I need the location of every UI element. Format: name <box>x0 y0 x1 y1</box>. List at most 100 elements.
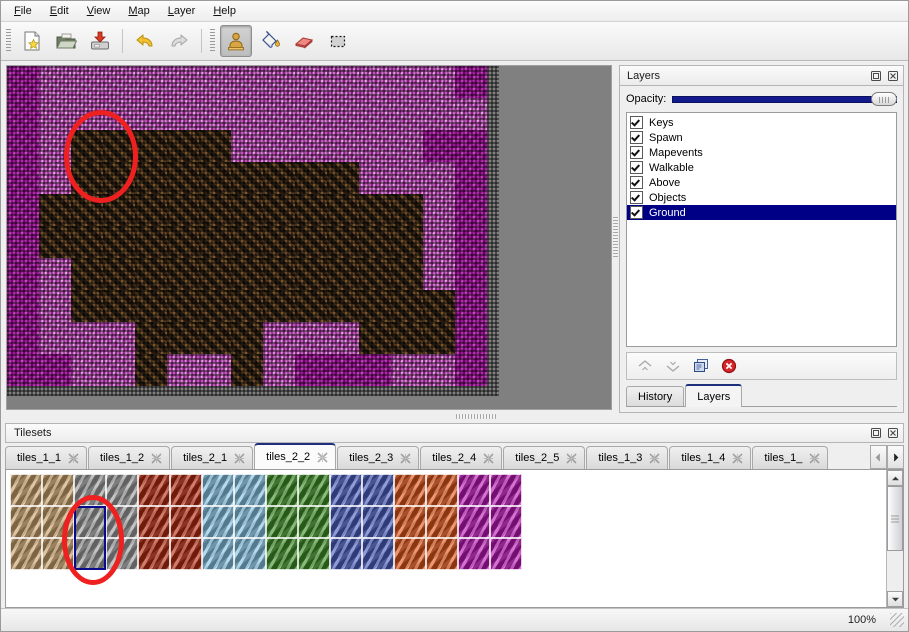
tileset-tile[interactable] <box>266 570 298 602</box>
map-tile[interactable] <box>167 98 199 130</box>
layer-visibility-checkbox[interactable] <box>630 116 643 129</box>
tileset-tab-tiles_2_2[interactable]: tiles_2_2 <box>254 443 337 469</box>
map-tile[interactable] <box>199 290 231 322</box>
tileset-tab-tiles_1_1[interactable]: tiles_1_1 <box>5 446 88 469</box>
new-map-button[interactable] <box>16 25 48 57</box>
tileset-tile[interactable] <box>298 506 330 538</box>
map-tile[interactable] <box>71 226 103 258</box>
tileset-tile[interactable] <box>394 474 426 506</box>
map-tile[interactable] <box>199 162 231 194</box>
map-tile[interactable] <box>359 130 391 162</box>
tileset-tile[interactable] <box>362 474 394 506</box>
map-tile[interactable] <box>391 194 423 226</box>
tileset-tabs-scroll-right-button[interactable] <box>887 445 904 469</box>
tileset-tile[interactable] <box>330 570 362 602</box>
map-tile[interactable] <box>167 226 199 258</box>
map-tile[interactable] <box>39 162 71 194</box>
tileset-tile[interactable] <box>74 506 106 538</box>
tileset-tile[interactable] <box>362 570 394 602</box>
layer-list-item[interactable]: Walkable <box>627 160 896 175</box>
map-tile[interactable] <box>423 194 455 226</box>
tab-close-icon[interactable] <box>317 451 328 463</box>
tileset-vertical-scrollbar[interactable] <box>886 470 903 607</box>
map-tile[interactable] <box>135 290 167 322</box>
tileset-tile[interactable] <box>362 538 394 570</box>
map-tile[interactable] <box>263 194 295 226</box>
map-tile[interactable] <box>391 98 423 130</box>
map-tile[interactable] <box>423 226 455 258</box>
map-tile[interactable] <box>199 226 231 258</box>
map-tile[interactable] <box>231 354 263 386</box>
tileset-tile[interactable] <box>10 570 42 602</box>
map-tile[interactable] <box>103 322 135 354</box>
map-tile[interactable] <box>167 322 199 354</box>
tileset-scroll-thumb[interactable] <box>887 486 903 552</box>
tileset-tile[interactable] <box>490 570 522 602</box>
tileset-tile[interactable] <box>138 538 170 570</box>
tileset-tile[interactable] <box>330 538 362 570</box>
stamp-tool-button[interactable] <box>220 25 252 57</box>
menu-item-file[interactable]: File <box>5 3 41 20</box>
layer-visibility-checkbox[interactable] <box>630 176 643 189</box>
map-tile[interactable] <box>39 98 71 130</box>
tileset-tile[interactable] <box>458 570 490 602</box>
map-tile[interactable] <box>135 66 167 98</box>
map-tile[interactable] <box>135 162 167 194</box>
tileset-tile[interactable] <box>234 474 266 506</box>
redo-button[interactable] <box>163 25 195 57</box>
layer-list-item[interactable]: Keys <box>627 115 896 130</box>
map-tile[interactable] <box>7 226 39 258</box>
map-tile[interactable] <box>167 290 199 322</box>
layer-visibility-checkbox[interactable] <box>630 161 643 174</box>
tab-close-icon[interactable] <box>649 452 660 464</box>
tab-close-icon[interactable] <box>732 452 743 464</box>
layers-close-button[interactable] <box>886 69 900 83</box>
map-tile[interactable] <box>103 258 135 290</box>
map-tile[interactable] <box>199 258 231 290</box>
tileset-tile[interactable] <box>330 506 362 538</box>
tileset-tile[interactable] <box>42 570 74 602</box>
menu-item-layer[interactable]: Layer <box>159 3 205 20</box>
tileset-tile[interactable] <box>426 506 458 538</box>
map-tile[interactable] <box>39 130 71 162</box>
duplicate-layer-button[interactable] <box>689 355 713 377</box>
map-tile[interactable] <box>455 98 487 130</box>
map-tile[interactable] <box>359 66 391 98</box>
layers-float-button[interactable] <box>869 69 883 83</box>
map-tile[interactable] <box>167 194 199 226</box>
map-tile[interactable] <box>263 354 295 386</box>
tileset-tile[interactable] <box>458 474 490 506</box>
layer-visibility-checkbox[interactable] <box>630 146 643 159</box>
tileset-tile[interactable] <box>202 506 234 538</box>
save-map-button[interactable] <box>84 25 116 57</box>
map-tile[interactable] <box>455 226 487 258</box>
tileset-tile[interactable] <box>490 538 522 570</box>
opacity-slider-thumb[interactable] <box>871 92 897 106</box>
map-tile[interactable] <box>263 162 295 194</box>
map-tile[interactable] <box>231 258 263 290</box>
tab-close-icon[interactable] <box>809 452 820 464</box>
select-tool-button[interactable] <box>322 25 354 57</box>
map-tile[interactable] <box>263 258 295 290</box>
map-tile[interactable] <box>327 258 359 290</box>
map-tile[interactable] <box>295 98 327 130</box>
map-tile[interactable] <box>167 354 199 386</box>
map-tile[interactable] <box>359 226 391 258</box>
map-tile[interactable] <box>71 322 103 354</box>
layer-list[interactable]: Keys Spawn Mapevents Walkable Above Objects Gr… <box>626 112 897 347</box>
map-tile[interactable] <box>167 130 199 162</box>
map-tile[interactable] <box>391 162 423 194</box>
map-tile[interactable] <box>295 66 327 98</box>
map-tile[interactable] <box>231 290 263 322</box>
map-tile[interactable] <box>135 130 167 162</box>
layer-visibility-checkbox[interactable] <box>630 191 643 204</box>
tileset-tile[interactable] <box>10 474 42 506</box>
map-tile[interactable] <box>327 98 359 130</box>
tileset-grid[interactable] <box>6 470 886 607</box>
map-tile[interactable] <box>39 258 71 290</box>
map-tile[interactable] <box>71 354 103 386</box>
tileset-tile[interactable] <box>74 538 106 570</box>
map-tile[interactable] <box>7 66 39 98</box>
map-tile[interactable] <box>359 98 391 130</box>
map-tile[interactable] <box>7 162 39 194</box>
